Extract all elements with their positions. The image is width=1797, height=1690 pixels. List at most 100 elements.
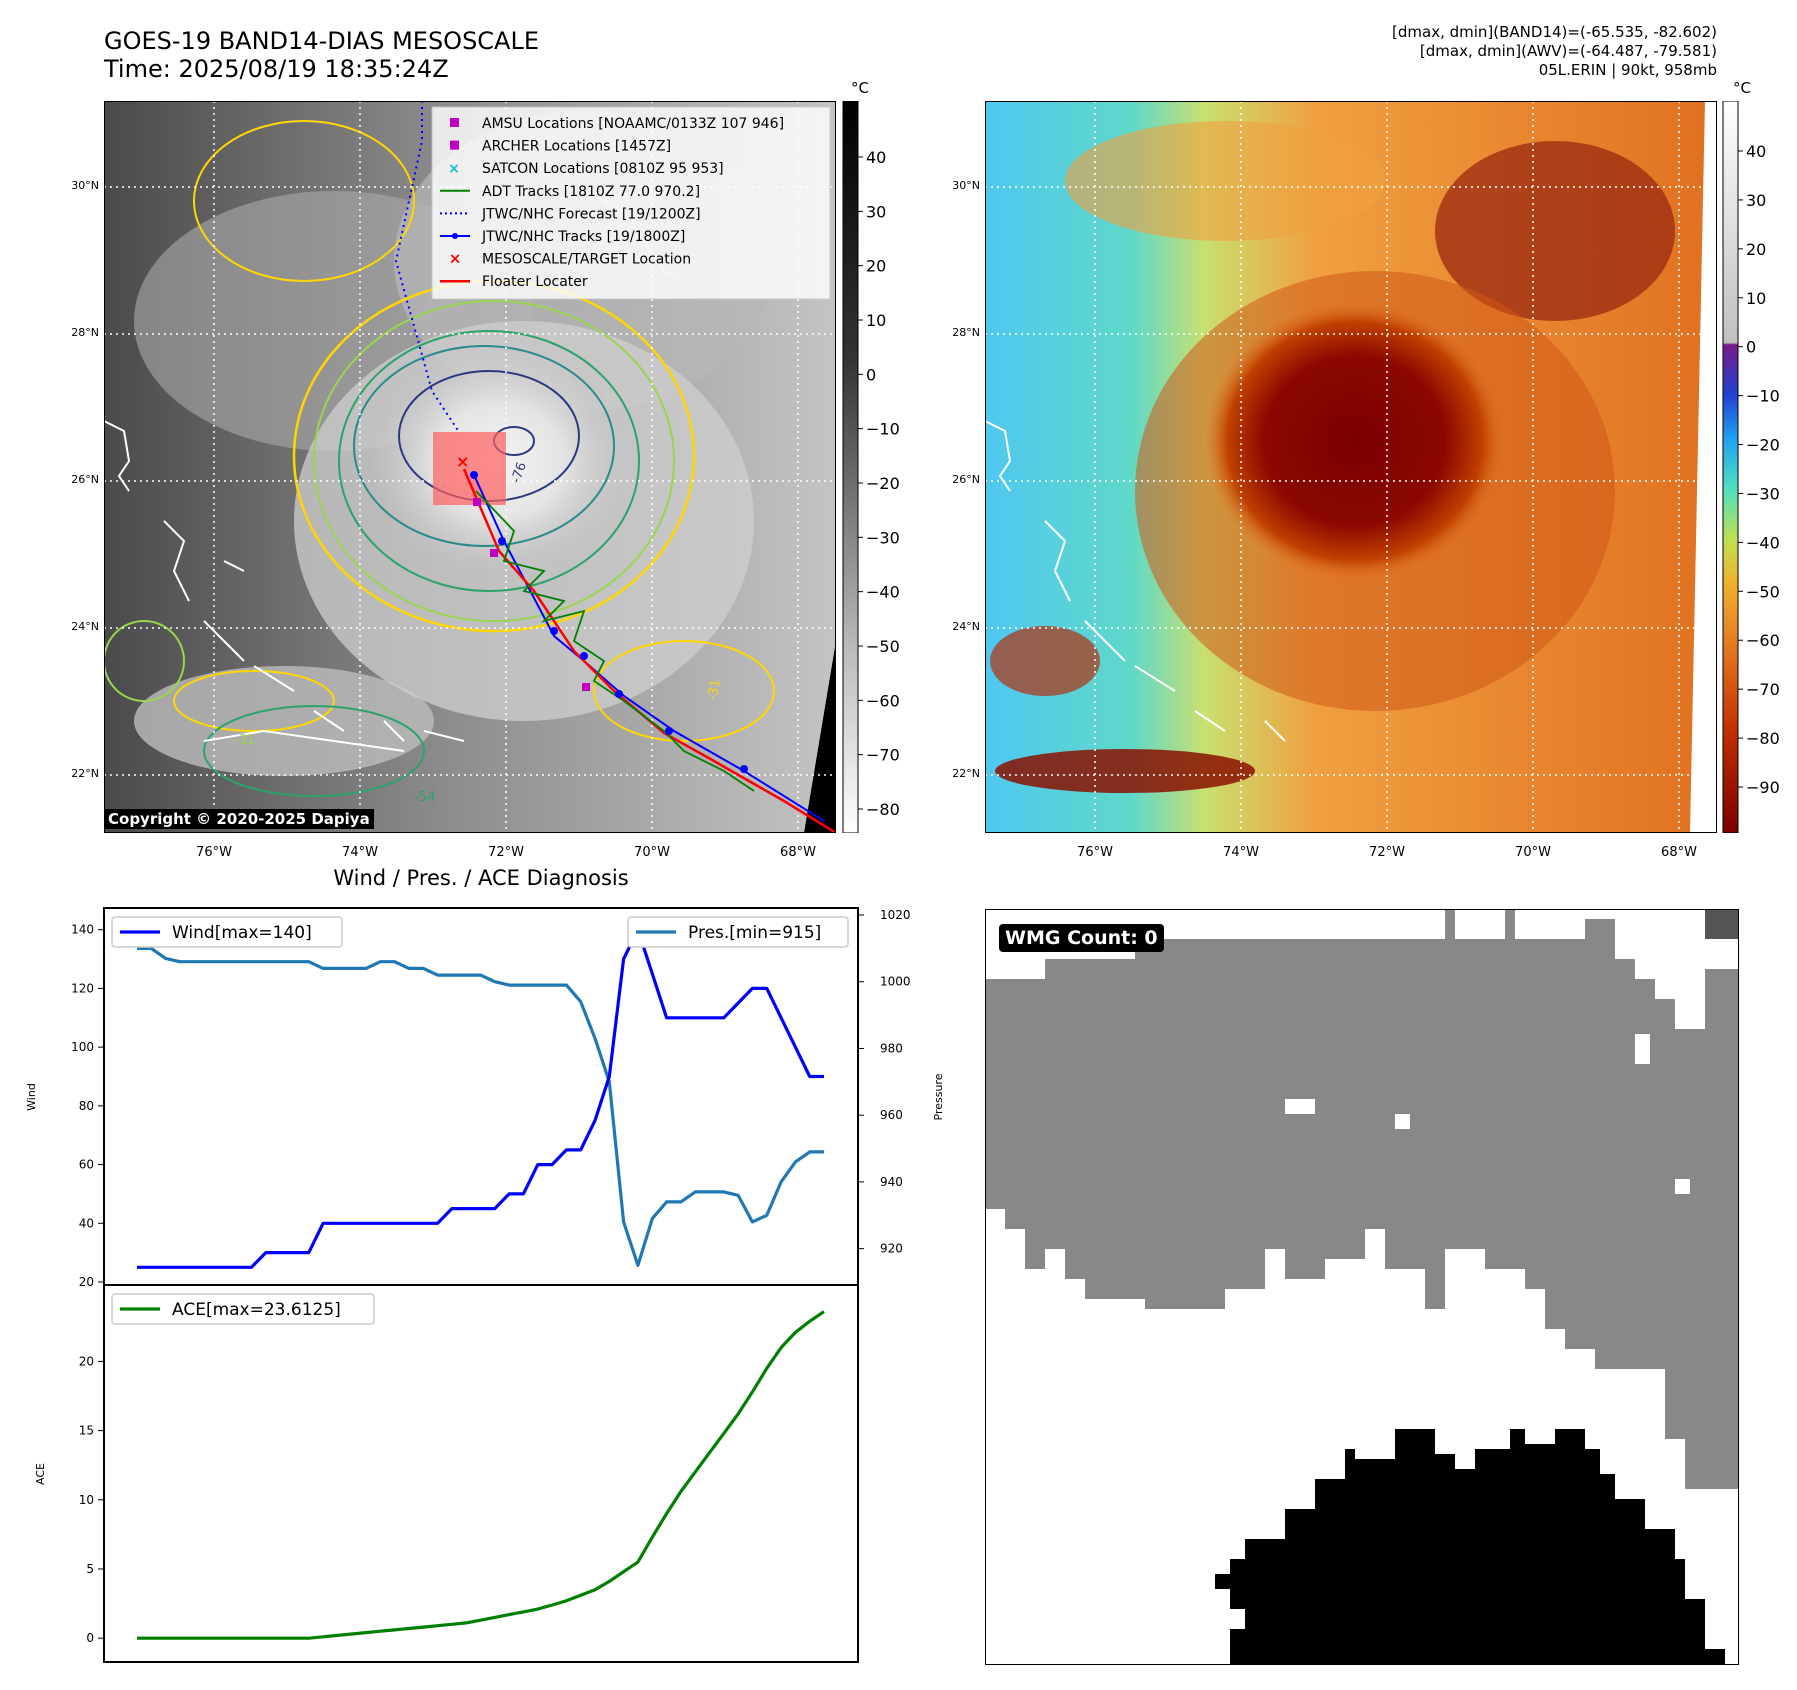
lat-tick-label: 30°N [952,179,980,192]
target-marker: × [456,452,469,471]
colorbar-tick-label: 10 [866,311,886,330]
pressure-line [137,946,824,1267]
pressure-tick-label: 1020 [880,908,911,922]
color-colorbar: 40 30 20 10 0 −10 −20 −30 −40 −50 −60 −70 −80 −90 [1722,101,1780,833]
colorbar-tick-label: −50 [1746,582,1780,601]
colorbar-tick-label: 10 [1746,289,1766,308]
amsu-archer-points [473,498,590,691]
colorbar-tick-label: 20 [866,257,886,276]
pressure-tick-label: 940 [880,1175,903,1189]
ace-tick-label: 5 [86,1562,94,1576]
ace-tick-label: 10 [79,1493,94,1507]
lat-tick-label: 26°N [71,473,99,486]
wind-tick-label: 120 [71,981,94,995]
wmg-black-region [1215,1429,1725,1665]
lat-tick-label: 30°N [71,179,99,192]
diagnosis-chart: 2040608010012014092094096098010001020051… [25,907,945,1663]
legend-label: AMSU Locations [NOAAMC/0133Z 107 946] [482,116,784,132]
contour-label: -54 [414,790,435,805]
colorbar-tick-label: −10 [866,420,900,439]
wind-axis-label: Wind [25,1083,38,1111]
legend-label: MESOSCALE/TARGET Location [482,252,691,268]
ace-tick-label: 15 [79,1424,94,1438]
pressure-legend-box [627,916,849,948]
cold-cloud [995,749,1255,793]
contour-label: -76 [509,460,530,485]
wmg-count-badge: WMG Count: 0 [999,924,1164,952]
map-legend: AMSU Locations [NOAAMC/0133Z 107 946] ARC… [431,106,831,300]
ir-map-panel: × -76 -31 -31 -54 AMSU Locations [NOAAMC… [104,101,836,833]
map-gridlines [985,101,1717,833]
colorbar-tick-label: −50 [866,637,900,656]
lon-tick-label: 76°W [196,845,232,860]
adt-track [475,490,755,792]
cold-cloud [1065,121,1385,241]
lon-tick-label: 74°W [1223,845,1259,860]
forecast-track [394,101,460,433]
contour-lightgreen [313,300,675,622]
colorbar-tick-label: −70 [866,746,900,765]
wind-tick-label: 40 [79,1216,94,1230]
lat-tick-label: 28°N [71,326,99,339]
lat-tick-label: 28°N [952,326,980,339]
lon-tick-label: 72°W [488,845,524,860]
legend-marker: × [449,250,462,268]
lat-tick-label: 24°N [71,620,99,633]
colorbar-tick-label: −80 [1746,729,1780,748]
colorbar-tick-label: −70 [1746,680,1780,699]
lon-tick-label: 70°W [1515,845,1551,860]
contour-green [203,705,425,797]
pressure-tick-label: 980 [880,1041,903,1055]
contour-yellow [193,120,415,282]
colorbar-tick-label: 20 [1746,240,1766,259]
lat-tick-label: 22°N [71,767,99,780]
colorbar-tick-label: −10 [1746,387,1780,406]
contour-yellow [173,670,335,732]
gray-colorbar-unit: °C [851,79,869,97]
lat-tick-label: 26°N [952,473,980,486]
ace-legend-label: ACE[max=23.6125] [172,1300,341,1320]
colorbar-tick-label: −20 [866,474,900,493]
legend-label: JTWC/NHC Forecast [19/1200Z] [481,206,701,222]
wind-tick-label: 20 [79,1275,94,1289]
jtwc-track [473,474,825,822]
track-points [470,471,748,773]
ace-tick-label: 20 [79,1354,94,1368]
cold-cloud [1435,141,1675,321]
legend-marker: × [448,161,460,177]
storm-info: 05L.ERIN | 90kt, 958mb [1538,61,1717,79]
pressure-axis-label: Pressure [932,1073,945,1120]
floater-track [462,468,836,833]
colorbar-tick-label: −90 [1746,778,1780,797]
storm-core [1205,301,1505,581]
cold-cloud [990,626,1100,696]
ace-legend-box [111,1293,375,1325]
floater-box [433,432,506,505]
ace-tick-label: 0 [86,1631,94,1645]
colorbar-tick-label: 0 [1746,338,1756,357]
wind-tick-label: 80 [79,1099,94,1113]
colorbar-tick-label: 0 [866,365,876,384]
wmg-gray-region [985,909,1739,1489]
contour-label: -31 [705,678,723,702]
figure-time: Time: 2025/08/19 18:35:24Z [104,55,449,83]
coastline [163,520,405,742]
gray-colorbar: 40 30 20 10 0 −10 −20 −30 −40 −50 −60 −70 −80 [842,101,900,833]
legend-label: ADT Tracks [1810Z 77.0 970.2] [482,184,700,200]
wind-tick-label: 140 [71,923,94,937]
colorbar-tick-label: −60 [1746,631,1780,650]
legend-marker [450,118,459,127]
legend-label: ARCHER Locations [1457Z] [482,139,671,155]
contour-lightgreen [104,620,185,702]
wind-tick-label: 100 [71,1040,94,1054]
contour-label: -31 [234,733,255,748]
pressure-tick-label: 920 [880,1242,903,1256]
colorbar-tick-label: −20 [1746,436,1780,455]
stats-awv: [dmax, dmin](AWV)=(-64.487, -79.581) [1419,42,1717,60]
colorbar-tick-label: −30 [866,528,900,547]
lon-tick-label: 74°W [342,845,378,860]
colorbar-tick-label: 30 [1746,191,1766,210]
lon-tick-label: 76°W [1077,845,1113,860]
legend-label: JTWC/NHC Tracks [19/1800Z] [481,229,685,245]
colorbar-tick-label: −30 [1746,484,1780,503]
